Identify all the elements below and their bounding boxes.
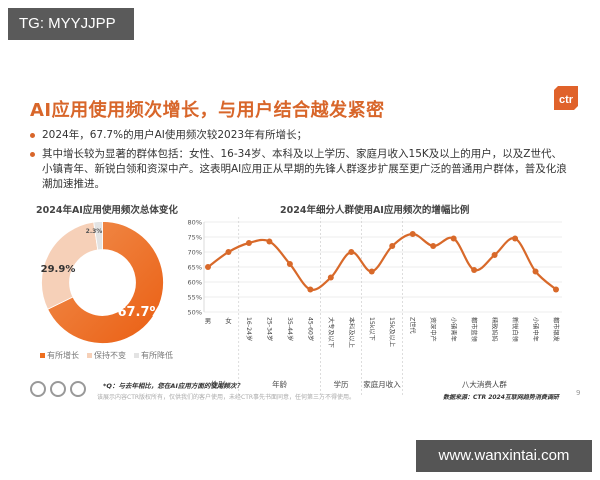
data-point: [348, 249, 355, 255]
certification-badges: [30, 381, 86, 397]
donut-slice: [47, 221, 164, 344]
svg-text:15k以下: 15k以下: [368, 317, 375, 341]
ctr-logo-icon: ctr: [554, 86, 578, 110]
slide: AI应用使用频次增长，与用户结合越发紧密 ctr 2024年，67.7%的用户A…: [0, 60, 600, 430]
svg-text:55%: 55%: [188, 294, 202, 302]
donut-value-label: 29.9%: [41, 264, 76, 275]
legend-item: 保持不变: [87, 350, 126, 361]
data-point: [225, 249, 232, 255]
data-point: [368, 268, 375, 275]
group-label: 家庭月收入: [363, 379, 401, 389]
bullet-item: 其中增长较为显著的群体包括：女性、16-34岁、本科及以上学历、家庭月收入15K…: [30, 147, 570, 192]
svg-text:80%: 80%: [188, 219, 202, 227]
svg-text:50%: 50%: [188, 309, 202, 317]
data-point: [553, 286, 559, 293]
svg-text:45-60岁: 45-60岁: [306, 317, 314, 341]
svg-text:资深中产: 资深中产: [429, 317, 437, 342]
donut-slice: [93, 221, 103, 251]
data-point: [430, 243, 437, 249]
data-point: [450, 235, 457, 242]
data-point: [286, 261, 293, 267]
group-label: 学历: [334, 379, 349, 389]
certification-badge-icon: [30, 381, 46, 397]
line-chart: 50% 55% 60% 65% 70% 75% 80% 性别 年龄 学历 家庭月收入 八大消费人群 男 女…: [188, 217, 562, 395]
slide-title: AI应用使用频次增长，与用户结合越发紧密: [30, 100, 385, 121]
bullet-dot-icon: [30, 152, 35, 157]
data-source: 数据来源：CTR 2024互联网趋势消费调研: [443, 394, 559, 401]
data-point: [245, 240, 252, 246]
svg-text:新锐白领: 新锐白领: [511, 317, 519, 342]
data-point: [389, 243, 396, 249]
copyright-notice: 该展示内容CTR版权所有，仅供我们的客户使用，未经CTR事先书面同意，任何第三方…: [97, 394, 356, 401]
line-series: [207, 232, 557, 291]
data-point: [491, 252, 498, 258]
svg-text:65%: 65%: [188, 264, 202, 272]
donut-slice: [41, 221, 99, 310]
bullet-dot-icon: [30, 133, 35, 138]
data-point: [327, 274, 334, 281]
certification-badge-icon: [70, 381, 86, 397]
data-point: [471, 267, 478, 273]
group-label: 性别: [211, 379, 226, 389]
donut-chart: 67.7% 29.9% 2.3%: [41, 221, 164, 344]
legend-item: 有所增长: [40, 350, 79, 361]
bullet-item: 2024年，67.7%的用户AI使用频次较2023年有所增长；: [30, 128, 570, 143]
legend-swatch-icon: [87, 353, 92, 358]
svg-text:25-34岁: 25-34岁: [265, 317, 273, 341]
svg-text:大专及以下: 大专及以下: [327, 317, 335, 348]
svg-text:60%: 60%: [188, 279, 202, 287]
group-label: 八大消费人群: [462, 379, 507, 389]
svg-text:精致妈妈: 精致妈妈: [491, 317, 499, 342]
svg-text:女: 女: [225, 316, 232, 325]
svg-text:本科及以上: 本科及以上: [347, 317, 355, 348]
data-point: [307, 286, 314, 293]
svg-text:75%: 75%: [188, 234, 202, 242]
legend-swatch-icon: [134, 353, 139, 358]
site-watermark: www.wanxintai.com: [416, 440, 592, 472]
svg-text:小镇青年: 小镇青年: [450, 317, 458, 342]
donut-value-label: 67.7%: [117, 305, 162, 320]
svg-text:Z世代: Z世代: [409, 317, 417, 334]
group-label: 年龄: [272, 379, 287, 389]
donut-legend: 有所增长 保持不变 有所降低: [40, 350, 173, 361]
bullet-text: 其中增长较为显著的群体包括：女性、16-34岁、本科及以上学历、家庭月收入15K…: [42, 148, 567, 190]
svg-text:都市蓝领: 都市蓝领: [470, 317, 478, 342]
data-point: [266, 238, 273, 245]
svg-text:ctr: ctr: [559, 94, 574, 106]
svg-text:都市银发: 都市银发: [552, 317, 560, 342]
svg-text:男: 男: [205, 317, 212, 325]
certification-badge-icon: [50, 381, 66, 397]
data-point: [205, 264, 211, 270]
tg-watermark: TG: MYYJJPP: [8, 8, 134, 40]
svg-text:70%: 70%: [188, 249, 202, 257]
bullet-text: 2024年，67.7%的用户AI使用频次较2023年有所增长；: [42, 129, 308, 141]
svg-text:小镇中年: 小镇中年: [532, 317, 540, 342]
donut-value-label: 2.3%: [86, 228, 103, 235]
donut-chart-title: 2024年AI应用使用频次总体变化: [36, 205, 178, 216]
line-chart-title: 2024年细分人群使用AI应用频次的增幅比例: [280, 205, 470, 216]
svg-text:35-44岁: 35-44岁: [286, 317, 294, 341]
data-point: [512, 235, 519, 242]
data-point: [532, 268, 539, 275]
svg-text:15k及以上: 15k及以上: [388, 317, 396, 347]
bullet-list: 2024年，67.7%的用户AI使用频次较2023年有所增长； 其中增长较为显著…: [30, 128, 570, 196]
legend-swatch-icon: [40, 353, 45, 358]
legend-item: 有所降低: [134, 350, 173, 361]
data-point: [409, 231, 416, 237]
survey-question-footnote: *Q：与去年相比，您在AI应用方面的使用频次？: [103, 382, 243, 390]
svg-text:16-24岁: 16-24岁: [245, 317, 253, 341]
page-number: 9: [576, 389, 581, 397]
